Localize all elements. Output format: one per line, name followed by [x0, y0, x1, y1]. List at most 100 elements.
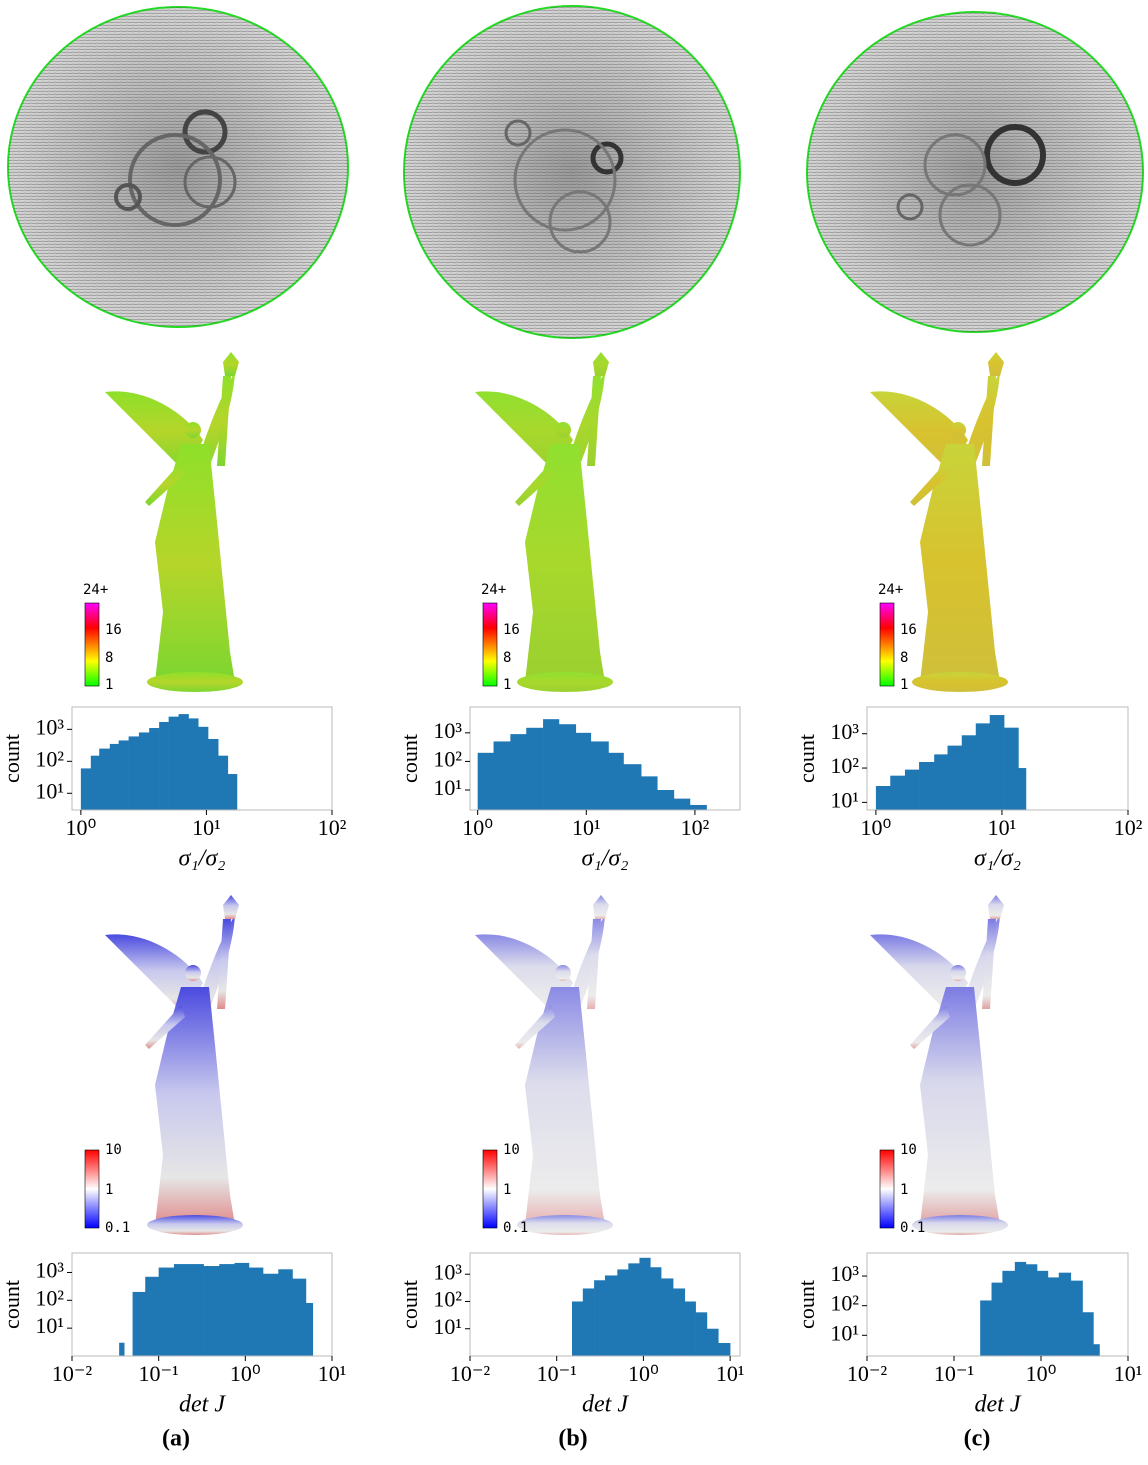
colorbar-label: 1	[105, 677, 113, 693]
bar	[305, 1303, 314, 1356]
bar	[639, 1257, 651, 1356]
y-tick-label: 10¹	[35, 1313, 64, 1338]
bar	[673, 1288, 686, 1356]
bar	[684, 1301, 696, 1356]
bar	[575, 732, 592, 810]
bar	[975, 723, 991, 810]
bar	[173, 1264, 189, 1356]
det-colorbar	[879, 1149, 895, 1229]
bar	[904, 769, 920, 810]
x-tick-label: 10¹	[988, 815, 1017, 840]
bar	[594, 1280, 606, 1356]
bar	[641, 776, 658, 810]
bar	[218, 755, 229, 810]
bar	[628, 1263, 640, 1356]
colorbar-label: 16	[503, 622, 520, 638]
bar	[138, 732, 150, 810]
axes-frame	[469, 706, 741, 811]
colorbar-label: 8	[503, 650, 511, 666]
bar	[875, 786, 891, 810]
colorbar-label: 10	[503, 1142, 520, 1158]
bar	[650, 1267, 662, 1356]
parameterization-c	[806, 11, 1144, 333]
bar	[1070, 1280, 1083, 1356]
bar	[617, 1269, 629, 1356]
y-axis-label: count	[0, 734, 24, 783]
colorbar-label: 8	[105, 650, 113, 666]
bar	[558, 724, 577, 810]
bar	[1025, 1264, 1038, 1356]
x-axis-label: σ₁/σ₂	[581, 846, 628, 872]
axes-frame	[866, 1252, 1129, 1357]
bar	[118, 740, 129, 810]
x-tick-label: 10²	[318, 815, 347, 840]
y-tick-label: 10¹	[433, 1314, 462, 1339]
bar	[278, 1269, 293, 1356]
x-axis-label: det J	[582, 1392, 629, 1418]
axes-frame	[469, 1252, 741, 1357]
det-colorbar	[482, 1149, 498, 1229]
x-tick-label: 10⁻²	[450, 1361, 491, 1386]
bar	[178, 714, 189, 810]
colorbar-label: 1	[105, 1182, 113, 1198]
bar	[99, 748, 111, 810]
bar	[608, 752, 624, 810]
colorbar-label: 24+	[83, 582, 108, 598]
bar	[119, 1342, 125, 1356]
bar	[227, 774, 238, 810]
bar	[109, 743, 119, 810]
bar	[159, 721, 169, 810]
det-colorbar	[84, 1149, 100, 1229]
y-axis-label: count	[397, 1280, 422, 1329]
bar	[128, 736, 140, 810]
colorbar-label: 24+	[878, 582, 903, 598]
bar	[149, 728, 160, 810]
bar	[1037, 1270, 1049, 1356]
x-tick-label: 10¹	[318, 1361, 347, 1386]
y-tick-label: 10³	[433, 718, 462, 743]
x-tick-label: 10⁰	[860, 815, 891, 840]
y-tick-label: 10¹	[830, 787, 859, 812]
y-tick-label: 10²	[433, 746, 462, 771]
x-axis-label: σ₁/σ₂	[178, 846, 225, 872]
bar	[980, 1300, 992, 1356]
colorbar-label: 0.1	[503, 1220, 528, 1236]
panel-label: (b)	[558, 1426, 587, 1452]
y-tick-label: 10³	[35, 714, 64, 739]
bar	[947, 745, 963, 810]
parameterization-b	[403, 5, 741, 339]
bar	[132, 1291, 146, 1356]
bar	[208, 738, 219, 810]
x-tick-label: 10⁰	[628, 1361, 659, 1386]
bar	[934, 754, 948, 810]
x-axis-label: det J	[179, 1392, 226, 1418]
bar	[961, 735, 977, 810]
bar	[188, 1264, 204, 1356]
y-tick-label: 10²	[35, 746, 64, 771]
bar	[263, 1273, 279, 1356]
bar	[706, 1328, 719, 1356]
x-axis-label: det J	[975, 1392, 1022, 1418]
bar	[248, 1267, 264, 1356]
y-tick-label: 10²	[35, 1285, 64, 1310]
x-tick-label: 10¹	[192, 815, 221, 840]
bar	[1004, 727, 1019, 810]
bar	[219, 1264, 235, 1356]
colorbar-label: 1	[900, 1182, 908, 1198]
x-tick-label: 10⁻²	[52, 1361, 93, 1386]
bar	[168, 716, 179, 810]
statue-distortion	[105, 352, 243, 692]
x-tick-label: 10²	[1114, 815, 1143, 840]
x-tick-label: 10¹	[716, 1361, 745, 1386]
panel-label: (a)	[162, 1426, 190, 1452]
axes-frame	[866, 706, 1129, 811]
bar	[991, 1282, 1003, 1356]
axes-frame	[71, 1252, 333, 1357]
y-tick-label: 10³	[830, 719, 859, 744]
bar	[673, 798, 691, 810]
colorbar-label: 1	[503, 1182, 511, 1198]
bar	[543, 719, 560, 810]
y-axis-label: count	[794, 1280, 819, 1329]
y-tick-label: 10¹	[35, 778, 64, 803]
